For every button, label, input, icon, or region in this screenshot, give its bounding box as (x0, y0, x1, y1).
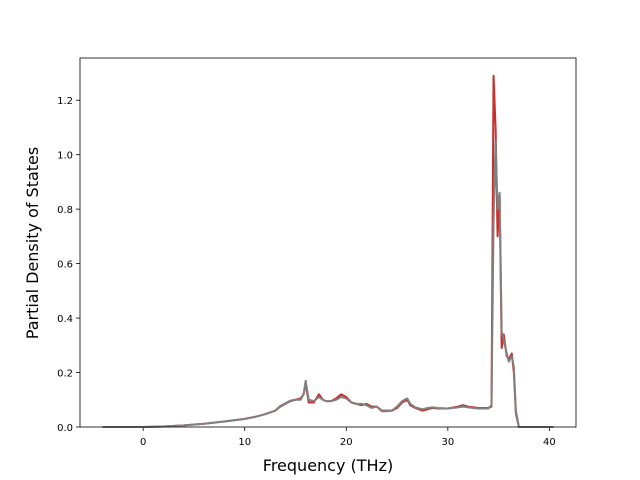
y-tick-label: 0.0 (57, 423, 73, 434)
y-tick-label: 0.8 (57, 205, 73, 216)
y-tick-label: 0.6 (57, 260, 73, 271)
x-tick-label: 20 (340, 437, 353, 448)
plot-frame (79, 57, 577, 428)
x-axis-label: Frequency (THz) (263, 456, 393, 475)
y-axis-label: Partial Density of States (23, 147, 42, 339)
x-tick-label: 10 (238, 437, 251, 448)
y-tick-label: 0.2 (57, 369, 73, 380)
x-tick-label: 0 (140, 437, 146, 448)
x-tick-label: 40 (543, 437, 556, 448)
line-series (102, 74, 554, 428)
line-series (102, 140, 554, 428)
y-tick-label: 0.4 (57, 314, 73, 325)
y-tick-label: 1.2 (57, 96, 73, 107)
x-tick-label: 30 (441, 437, 454, 448)
y-tick-label: 1.0 (57, 151, 73, 162)
